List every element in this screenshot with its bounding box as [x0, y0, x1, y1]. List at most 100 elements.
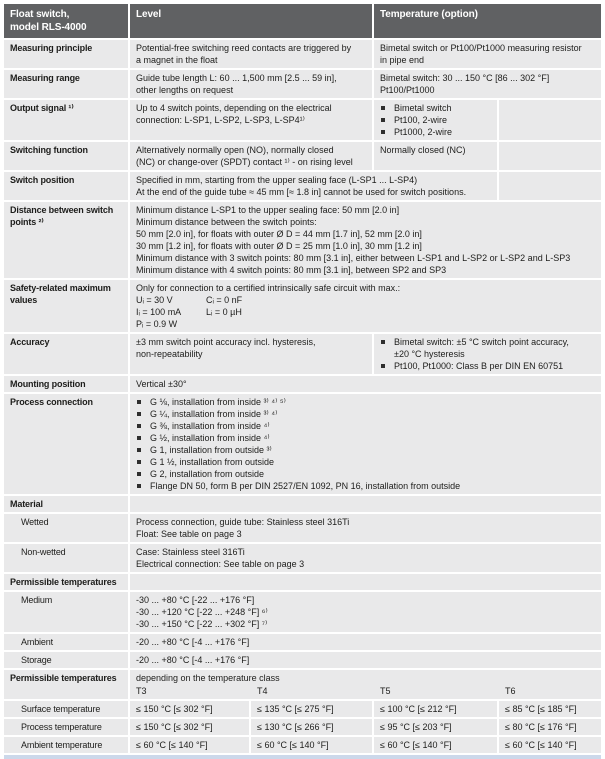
- bullet-text: G 1 ½, installation from outside: [150, 457, 275, 467]
- bullet-square-icon: [381, 130, 385, 134]
- value-cell-t3: ≤ 150 °C [≤ 302 °F]: [130, 719, 249, 735]
- text-line: Bimetal switch: 30 ... 150 °C [86 ... 30…: [380, 73, 550, 83]
- row-label: Accuracy: [4, 334, 128, 374]
- value-cell-t4: ≤ 60 °C [≤ 140 °F]: [251, 737, 372, 753]
- label-line: Safety-related maximum: [10, 283, 111, 293]
- bullet-text: Bimetal switch: ±5 °C switch point accur…: [394, 336, 569, 360]
- row-distance-between-switch-points: Distance between switch points ²⁾ Minimu…: [4, 202, 601, 278]
- row-sublabel: Non-wetted: [4, 544, 128, 572]
- bullet-text: G ½, installation from inside ⁴⁾: [150, 433, 270, 443]
- row-sublabel: Medium: [4, 592, 128, 632]
- content-cell: depending on the temperature class T3 T4…: [130, 670, 601, 699]
- text-line: connection: L-SP1, L-SP2, L-SP3, L-SP4¹⁾: [136, 115, 305, 125]
- row-ambient: Ambient -20 ... +80 °C [-4 ... +176 °F]: [4, 634, 601, 650]
- row-safety-related-maximum-values: Safety-related maximum values Only for c…: [4, 280, 601, 332]
- temperature-cell: Bimetal switch Pt100, 2-wire Pt1000, 2-w…: [374, 100, 497, 140]
- bullet-text: G ¼, installation from inside ³⁾ ⁴⁾: [150, 409, 278, 419]
- bullet-square-icon: [137, 412, 141, 416]
- bullet-square-icon: [137, 460, 141, 464]
- temperature-cell: Bimetal switch: 30 ... 150 °C [86 ... 30…: [374, 70, 601, 98]
- bullet-item: G 1, installation from outside ³⁾: [136, 444, 595, 456]
- temp-class-t5: T5: [380, 686, 391, 696]
- content-cell: -30 ... +80 °C [-22 ... +176 °F] -30 ...…: [130, 592, 601, 632]
- text-line: -30 ... +150 °C [-22 ... +302 °F] ⁷⁾: [136, 619, 268, 629]
- label-line: Distance between switch: [10, 205, 114, 215]
- bullet-text: Pt100, 2-wire: [394, 115, 448, 125]
- value-cell-t5: ≤ 95 °C [≤ 203 °F]: [374, 719, 497, 735]
- value-cell-t4: ≤ 135 °C [≤ 275 °F]: [251, 701, 372, 717]
- temperature-cell: Bimetal switch: ±5 °C switch point accur…: [374, 334, 601, 374]
- text-line: Specified in mm, starting from the upper…: [136, 175, 418, 185]
- text-line: -30 ... +120 °C [-22 ... +248 °F] ⁶⁾: [136, 607, 268, 617]
- safety-ci-value: Cᵢ = 0 nF: [206, 295, 243, 305]
- content-cell: Only for connection to a certified intri…: [130, 280, 601, 332]
- bullet-square-icon: [137, 400, 141, 404]
- row-storage: Storage -20 ... +80 °C [-4 ... +176 °F]: [4, 652, 601, 668]
- bullet-square-icon: [137, 448, 141, 452]
- content-cell: Minimum distance L-SP1 to the upper seal…: [130, 202, 601, 278]
- safety-values-line: Uᵢ = 30 V Cᵢ = 0 nF: [136, 294, 595, 306]
- row-mounting-position: Mounting position Vertical ±30°: [4, 376, 601, 392]
- text-line: Process connection, guide tube: Stainles…: [136, 517, 350, 527]
- table-header-row: Float switch, model RLS-4000 Level Tempe…: [4, 4, 601, 38]
- bullet-square-icon: [137, 436, 141, 440]
- content-cell: Process connection, guide tube: Stainles…: [130, 514, 601, 542]
- safety-ui-value: Uᵢ = 30 V: [136, 295, 173, 305]
- row-sublabel: Ambient temperature: [4, 737, 128, 753]
- bullet-item: Pt1000, 2-wire: [380, 126, 491, 138]
- level-cell: Up to 4 switch points, depending on the …: [130, 100, 372, 140]
- bullet-item: Flange DN 50, form B per DIN 2527/EN 109…: [136, 480, 595, 492]
- text-line: -30 ... +80 °C [-22 ... +176 °F]: [136, 595, 255, 605]
- temperature-cell: Bimetal switch or Pt100/Pt1000 measuring…: [374, 40, 601, 68]
- header-model-line1: Float switch,: [10, 9, 70, 20]
- row-ambient-temperature: Ambient temperature ≤ 60 °C [≤ 140 °F] ≤…: [4, 737, 601, 753]
- bullet-square-icon: [381, 106, 385, 110]
- text-line: Bimetal switch: ±5 °C switch point accur…: [394, 337, 569, 347]
- temperature-class-note: depending on the temperature class: [136, 673, 280, 683]
- row-sublabel: Process temperature: [4, 719, 128, 735]
- row-temperature-class-header: Permissible temperatures depending on th…: [4, 670, 601, 699]
- content-cell: -20 ... +80 °C [-4 ... +176 °F]: [130, 634, 601, 650]
- row-label: Safety-related maximum values: [4, 280, 128, 332]
- bullet-text: G ⅛, installation from inside ³⁾ ⁴⁾ ⁵⁾: [150, 397, 286, 407]
- bullet-square-icon: [137, 484, 141, 488]
- bullet-text: G ⅜, installation from inside ⁴⁾: [150, 421, 270, 431]
- section-label: Permissible temperatures: [4, 574, 128, 590]
- value-cell-t4: ≤ 130 °C [≤ 266 °F]: [251, 719, 372, 735]
- level-cell: Guide tube length L: 60 ... 1,500 mm [2.…: [130, 70, 372, 98]
- bullet-square-icon: [381, 118, 385, 122]
- bullet-item: G ⅛, installation from inside ³⁾ ⁴⁾ ⁵⁾: [136, 396, 595, 408]
- row-measuring-range: Measuring range Guide tube length L: 60 …: [4, 70, 601, 98]
- row-wetted: Wetted Process connection, guide tube: S…: [4, 514, 601, 542]
- text-line: Float: See table on page 3: [136, 529, 242, 539]
- temp-class-t6: T6: [505, 686, 516, 696]
- bullet-item: Bimetal switch: ±5 °C switch point accur…: [380, 336, 595, 360]
- bullet-square-icon: [381, 340, 385, 344]
- text-line: Minimum distance with 4 switch points: 8…: [136, 265, 447, 275]
- value-cell-t6: ≤ 80 °C [≤ 176 °F]: [499, 719, 601, 735]
- empty-cell: [130, 574, 601, 590]
- text-line: Minimum distance between the switch poin…: [136, 217, 317, 227]
- temp-class-t3: T3: [136, 686, 147, 696]
- text-line: Only for connection to a certified intri…: [136, 283, 401, 293]
- row-switch-position: Switch position Specified in mm, startin…: [4, 172, 601, 200]
- bullet-item: G ⅜, installation from inside ⁴⁾: [136, 420, 595, 432]
- row-non-wetted: Non-wetted Case: Stainless steel 316Ti E…: [4, 544, 601, 572]
- content-cell: Case: Stainless steel 316Ti Electrical c…: [130, 544, 601, 572]
- text-line: a magnet in the float: [136, 55, 218, 65]
- safety-values-line: Iᵢ = 100 mA Lᵢ = 0 µH: [136, 306, 595, 318]
- bullet-square-icon: [137, 424, 141, 428]
- row-label: Measuring principle: [4, 40, 128, 68]
- row-label: Mounting position: [4, 376, 128, 392]
- row-medium: Medium -30 ... +80 °C [-22 ... +176 °F] …: [4, 592, 601, 632]
- bullet-item: G 2, installation from outside: [136, 468, 595, 480]
- text-line: At the end of the guide tube ≈ 45 mm [≈ …: [136, 187, 467, 197]
- header-temperature-cell: Temperature (option): [374, 4, 601, 38]
- empty-cell: [130, 496, 601, 512]
- text-line: Pt100/Pt1000: [380, 85, 435, 95]
- bullet-square-icon: [381, 364, 385, 368]
- text-line: Potential-free switching reed contacts a…: [136, 43, 352, 53]
- temperature-cell: Normally closed (NC): [374, 142, 497, 170]
- row-label: Process connection: [4, 394, 128, 494]
- content-cell: Vertical ±30°: [130, 376, 601, 392]
